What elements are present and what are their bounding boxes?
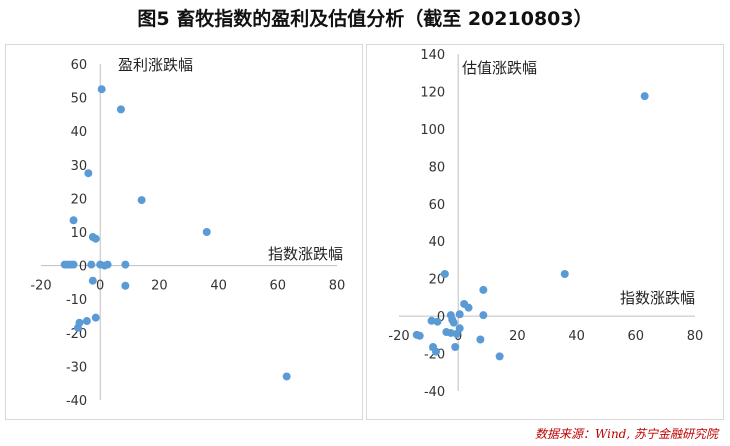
y-axis-label: 盈利涨跌幅 bbox=[118, 56, 193, 74]
scatter-point bbox=[432, 347, 440, 356]
y-tick-label: 10 bbox=[71, 226, 88, 241]
scatter-point bbox=[137, 196, 146, 205]
y-tick-label: 30 bbox=[71, 159, 88, 174]
scatter-point bbox=[560, 269, 569, 278]
y-tick-label: 40 bbox=[429, 235, 446, 250]
y-tick-label: 20 bbox=[429, 273, 446, 288]
x-tick-label: 80 bbox=[687, 329, 704, 344]
y-tick-label: 60 bbox=[429, 198, 446, 213]
y-tick-label: 100 bbox=[420, 123, 445, 138]
scatter-point bbox=[427, 316, 436, 325]
scatter-point bbox=[82, 317, 91, 326]
scatter-point bbox=[479, 311, 488, 320]
x-tick-label: -20 bbox=[30, 279, 51, 294]
scatter-point bbox=[495, 352, 504, 361]
x-tick-label: 40 bbox=[210, 279, 227, 294]
scatter-point bbox=[451, 343, 460, 352]
scatter-point bbox=[476, 335, 485, 344]
figure-title: 图5 畜牧指数的盈利及估值分析（截至 20210803） bbox=[137, 8, 593, 30]
scatter-point bbox=[69, 216, 78, 225]
scatter-point bbox=[97, 85, 106, 94]
scatter-point bbox=[91, 234, 100, 243]
scatter-point bbox=[116, 105, 125, 114]
scatter-point bbox=[449, 318, 458, 327]
x-tick-label: 60 bbox=[270, 279, 287, 294]
scatter-point bbox=[433, 317, 442, 326]
x-axis-label: 指数涨跌幅 bbox=[268, 245, 343, 263]
y-tick-label: 140 bbox=[420, 48, 445, 63]
scatter-point bbox=[202, 228, 211, 236]
scatter-point bbox=[446, 328, 455, 337]
scatter-point bbox=[415, 331, 424, 340]
profit-scatter-chart: -20 0 20 40 60 80 60 50 40 30 20 10 0 -10 -20 -30 -40 盈利涨… bbox=[30, 56, 346, 409]
scatter-point bbox=[121, 260, 130, 269]
source-note: 数据来源：Wind, 苏宁金融研究院 bbox=[534, 427, 718, 441]
valuation-scatter-panel: -20020406080140120100806040200-20-40估值涨跌… bbox=[366, 44, 724, 420]
x-tick-label: 0 bbox=[96, 279, 104, 294]
scatter-point bbox=[88, 276, 97, 285]
scatter-point bbox=[69, 260, 78, 269]
x-tick-label: 20 bbox=[509, 329, 526, 344]
x-tick-label: 40 bbox=[568, 329, 585, 344]
y-axis-label: 估值涨跌幅 bbox=[462, 59, 537, 77]
scatter-point bbox=[640, 92, 649, 101]
scatter-point bbox=[464, 303, 473, 312]
x-tick-label: -20 bbox=[388, 329, 409, 344]
y-tick-label: -20 bbox=[66, 327, 87, 342]
y-tick-label: -10 bbox=[66, 293, 87, 308]
y-tick-label: 50 bbox=[71, 92, 88, 107]
y-tick-label: 120 bbox=[420, 85, 445, 100]
x-tick-label: 80 bbox=[329, 279, 346, 294]
scatter-point bbox=[440, 269, 449, 278]
y-tick-label: 60 bbox=[71, 58, 88, 73]
valuation-scatter-chart: -20020406080140120100806040200-20-40估值涨跌… bbox=[388, 48, 704, 400]
x-tick-label: 20 bbox=[151, 279, 168, 294]
scatter-point bbox=[84, 169, 93, 178]
scatter-point bbox=[479, 285, 488, 294]
x-tick-label: 60 bbox=[628, 329, 645, 344]
scatter-point bbox=[121, 281, 130, 290]
profit-scatter-panel: -20 0 20 40 60 80 60 50 40 30 20 10 0 -10 -20 -30 -40 盈利涨… bbox=[5, 44, 363, 420]
y-tick-label: 80 bbox=[429, 160, 446, 175]
scatter-point bbox=[103, 260, 112, 269]
y-tick-label: 40 bbox=[71, 125, 88, 140]
x-axis-label: 指数涨跌幅 bbox=[620, 289, 695, 307]
y-tick-label: 20 bbox=[71, 192, 88, 207]
scatter-point bbox=[455, 310, 464, 319]
scatter-point bbox=[452, 329, 461, 338]
y-tick-label: 0 bbox=[437, 310, 445, 325]
y-tick-label: -40 bbox=[66, 394, 87, 409]
scatter-point bbox=[87, 260, 96, 269]
y-tick-label: -30 bbox=[66, 360, 87, 375]
y-tick-label: 0 bbox=[79, 260, 87, 275]
scatter-point bbox=[282, 372, 291, 381]
scatter-point bbox=[91, 313, 100, 322]
scatter-point bbox=[74, 323, 82, 332]
y-tick-label: -40 bbox=[424, 385, 445, 400]
